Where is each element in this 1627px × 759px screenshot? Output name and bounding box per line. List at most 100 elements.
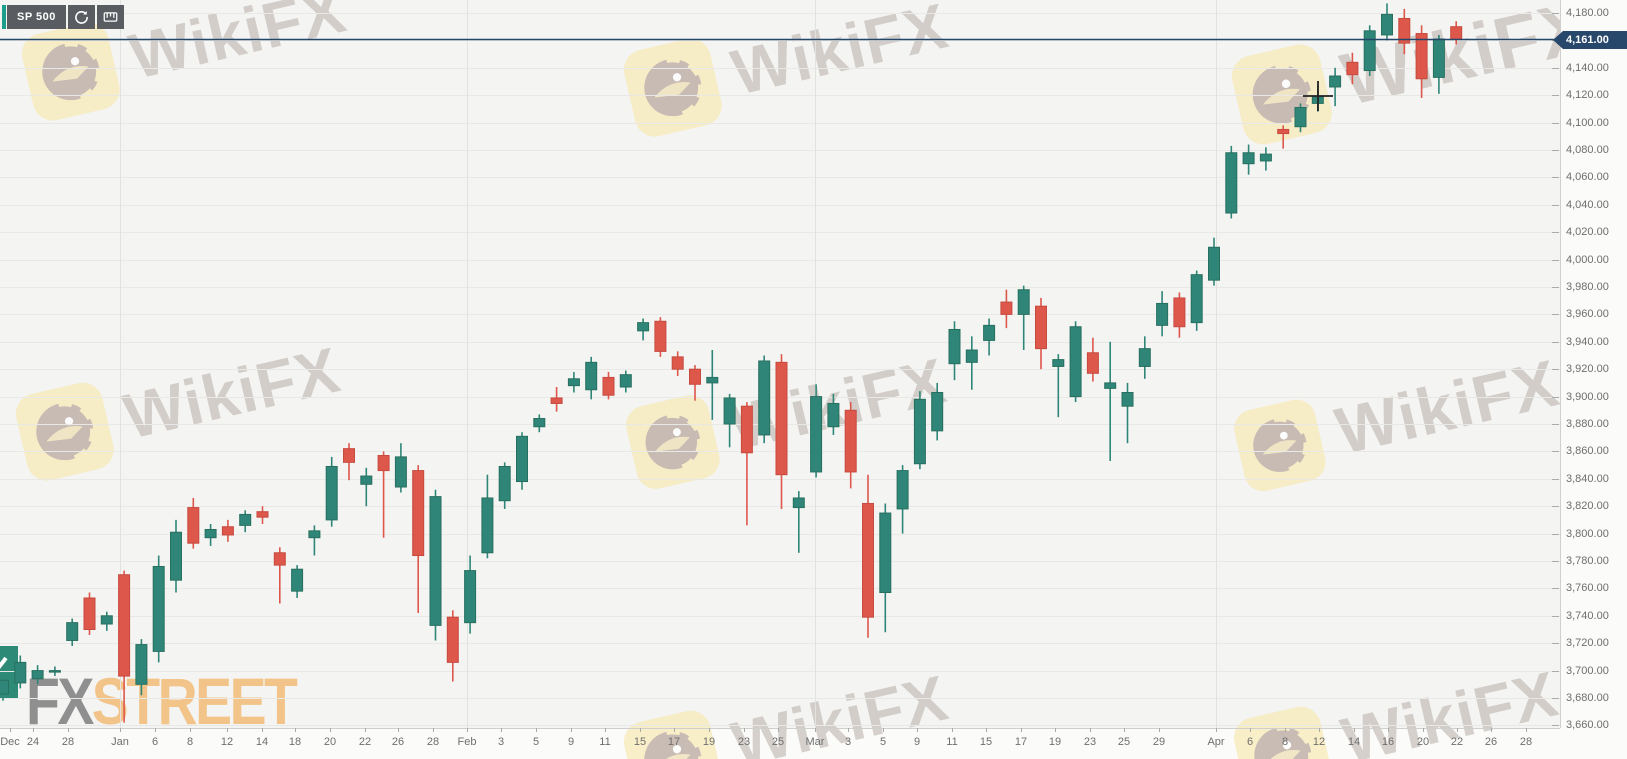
candle-down[interactable] xyxy=(1000,301,1013,315)
candle-up[interactable] xyxy=(481,497,494,554)
candle-down[interactable] xyxy=(550,397,563,404)
date-axis-label: 12 xyxy=(220,736,234,748)
candle-up[interactable] xyxy=(723,397,736,425)
candle-up[interactable] xyxy=(48,670,61,673)
candle-down[interactable] xyxy=(1415,33,1428,80)
candle-up[interactable] xyxy=(0,679,9,695)
date-axis-label: 23 xyxy=(1083,736,1097,748)
candle-up[interactable] xyxy=(879,512,892,594)
candle-up[interactable] xyxy=(464,570,477,624)
wikifx-watermark: WikiFX xyxy=(618,0,957,143)
candle-down[interactable] xyxy=(377,455,390,472)
candle-up[interactable] xyxy=(1017,289,1030,315)
candle-up[interactable] xyxy=(66,622,79,641)
candle-down[interactable] xyxy=(671,356,684,370)
candle-down[interactable] xyxy=(412,470,425,557)
date-axis-label: 19 xyxy=(702,736,716,748)
date-axis-label: 5 xyxy=(879,736,887,748)
candle-down[interactable] xyxy=(602,376,615,396)
candle-up[interactable] xyxy=(533,418,546,428)
candle-up[interactable] xyxy=(758,360,771,436)
candle-up[interactable] xyxy=(585,361,598,391)
candle-up[interactable] xyxy=(14,661,27,684)
candle-up[interactable] xyxy=(1069,326,1082,398)
candle-up[interactable] xyxy=(1156,302,1169,326)
candle-up[interactable] xyxy=(1242,152,1255,165)
candle-up[interactable] xyxy=(931,391,944,432)
price-axis-label: 3,800.00 xyxy=(1566,527,1609,540)
candle-down[interactable] xyxy=(654,320,667,352)
candle-up[interactable] xyxy=(619,374,632,388)
candle-up[interactable] xyxy=(1381,13,1393,36)
candle-up[interactable] xyxy=(31,670,44,680)
candle-up[interactable] xyxy=(1052,359,1065,367)
candle-up[interactable] xyxy=(291,568,304,592)
candle-up[interactable] xyxy=(1208,246,1220,281)
candle-up[interactable] xyxy=(152,565,165,652)
candle-up[interactable] xyxy=(1363,30,1376,72)
candle-down[interactable] xyxy=(256,511,269,518)
candle-up[interactable] xyxy=(429,496,442,626)
date-axis-label: 25 xyxy=(771,736,785,748)
candle-up[interactable] xyxy=(567,378,580,387)
candle-up[interactable] xyxy=(325,465,338,521)
candle-up[interactable] xyxy=(965,349,978,363)
candle-down[interactable] xyxy=(1398,17,1411,44)
date-axis-label: 29 xyxy=(1152,736,1166,748)
candle-up[interactable] xyxy=(135,644,148,685)
candle-up[interactable] xyxy=(827,402,840,428)
candle-up[interactable] xyxy=(896,470,909,510)
symbol-button[interactable]: SP 500 xyxy=(7,5,66,29)
candle-up[interactable] xyxy=(1121,391,1134,407)
symbol-accent-bar xyxy=(2,5,6,29)
candle-down[interactable] xyxy=(775,361,788,476)
candle-up[interactable] xyxy=(239,513,252,526)
candle-up[interactable] xyxy=(1225,152,1238,214)
date-axis-label: 23 xyxy=(737,736,751,748)
candle-up[interactable] xyxy=(1190,274,1203,324)
candle-down[interactable] xyxy=(844,409,857,473)
candle-up[interactable] xyxy=(983,324,996,341)
candle-up[interactable] xyxy=(100,615,113,625)
candle-down[interactable] xyxy=(118,574,131,677)
candle-down[interactable] xyxy=(1035,305,1047,350)
candle-up[interactable] xyxy=(1138,348,1151,367)
candle-up[interactable] xyxy=(948,328,961,365)
candle-down[interactable] xyxy=(273,552,286,566)
candle-down[interactable] xyxy=(862,502,874,618)
date-axis-label: 26 xyxy=(1484,736,1498,748)
date-axis-label: 19 xyxy=(1048,736,1062,748)
candle-down[interactable] xyxy=(83,597,96,630)
candle-up[interactable] xyxy=(1329,75,1342,88)
candle-up[interactable] xyxy=(913,398,926,465)
candle-down[interactable] xyxy=(187,507,200,544)
candle-up[interactable] xyxy=(204,528,217,539)
refresh-icon[interactable] xyxy=(67,5,95,29)
candle-down[interactable] xyxy=(343,448,355,463)
candle-down[interactable] xyxy=(1346,61,1359,76)
candle-up[interactable] xyxy=(394,456,407,488)
candle-up[interactable] xyxy=(516,435,528,483)
candle-down[interactable] xyxy=(1173,297,1186,328)
candle-down[interactable] xyxy=(689,368,701,385)
candle-down[interactable] xyxy=(1086,352,1099,374)
candle-up[interactable] xyxy=(1294,107,1307,128)
candle-up[interactable] xyxy=(637,322,650,332)
candle-up[interactable] xyxy=(308,530,321,539)
candle-down[interactable] xyxy=(1277,128,1290,135)
candlestick-settings-icon[interactable] xyxy=(96,5,124,29)
candle-down[interactable] xyxy=(221,526,234,536)
candle-up[interactable] xyxy=(360,475,373,485)
candle-up[interactable] xyxy=(498,465,511,502)
candle-down[interactable] xyxy=(1450,26,1463,40)
candle-up[interactable] xyxy=(1104,382,1117,389)
candle-up[interactable] xyxy=(706,376,719,384)
candle-up[interactable] xyxy=(170,531,182,581)
candle-down[interactable] xyxy=(446,616,459,663)
candle-up[interactable] xyxy=(1432,38,1445,78)
candle-up[interactable] xyxy=(792,497,805,509)
candle-up[interactable] xyxy=(810,396,823,473)
candle-down[interactable] xyxy=(740,405,753,454)
candle-up[interactable] xyxy=(1259,153,1272,162)
